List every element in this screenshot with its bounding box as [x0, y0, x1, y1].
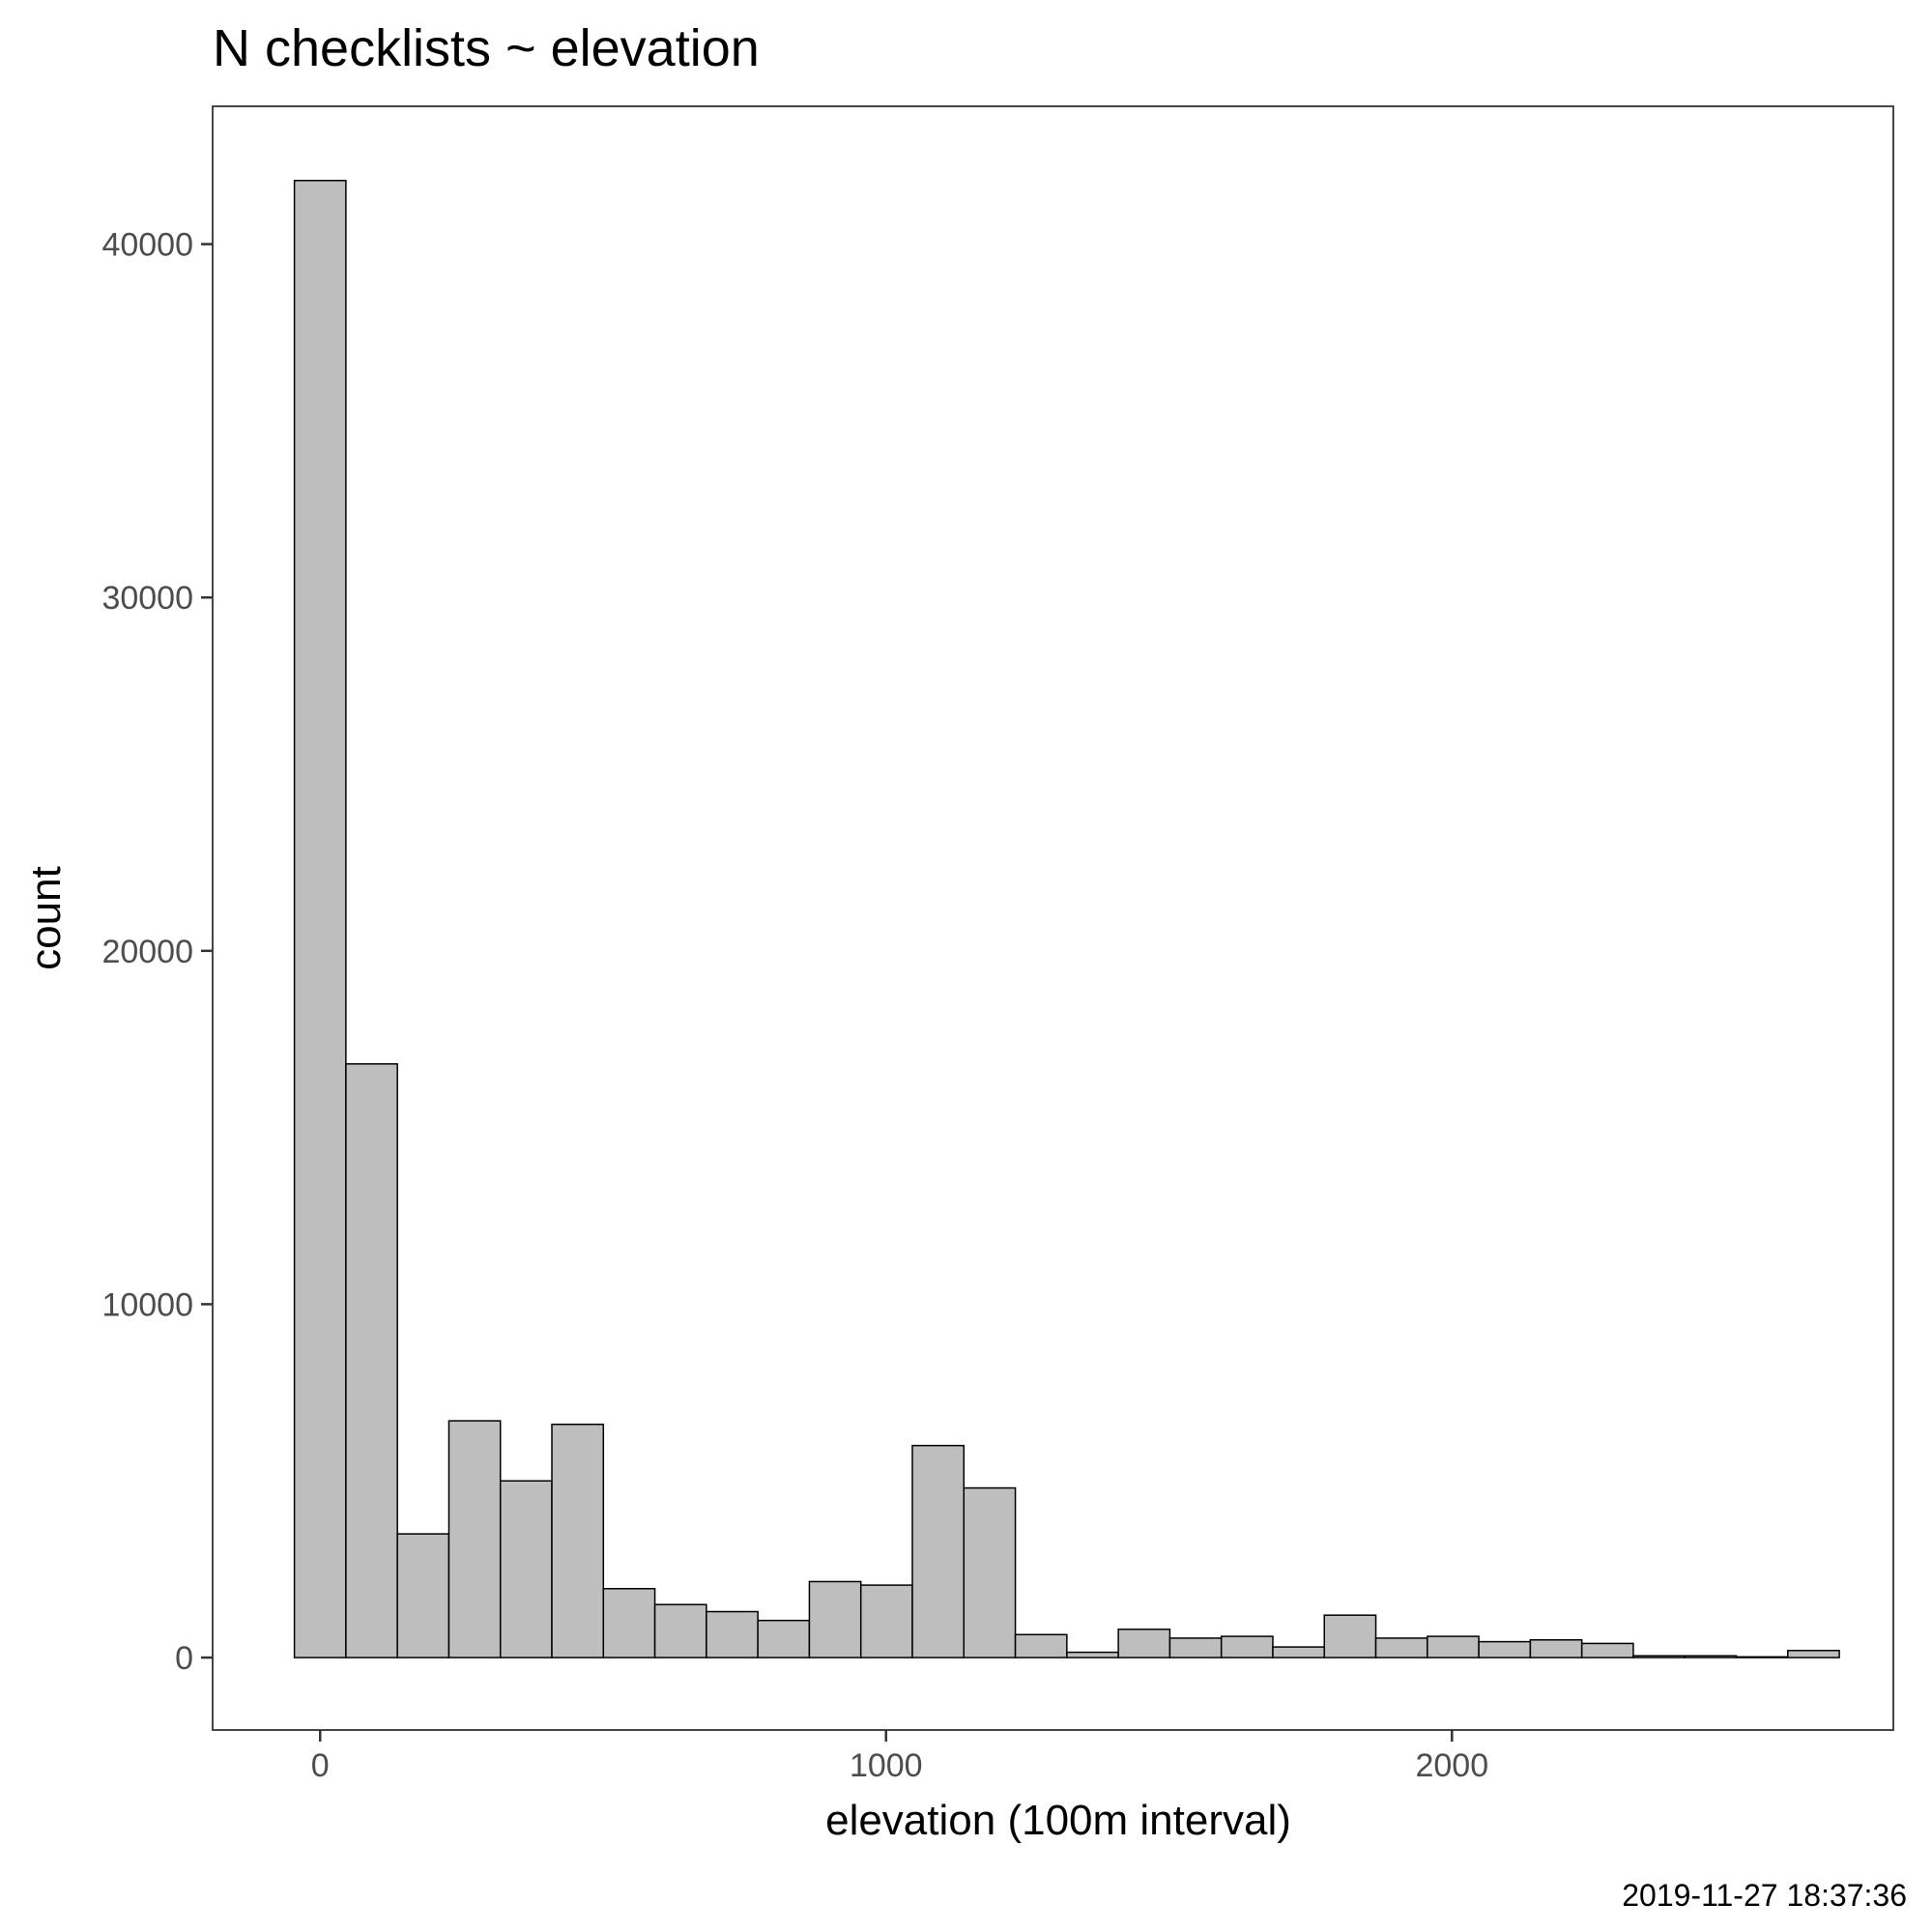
histogram-bar — [1478, 1640, 1532, 1658]
bars-group — [293, 180, 1840, 1658]
histogram-bar — [551, 1423, 605, 1658]
histogram-bar — [293, 180, 347, 1658]
x-axis-title: elevation (100m interval) — [825, 1797, 1291, 1844]
chart-title: N checklists ~ elevation — [213, 19, 760, 77]
histogram-bar — [1529, 1639, 1583, 1658]
y-tick-label: 20000 — [101, 934, 193, 970]
histogram-bar — [1427, 1635, 1480, 1658]
histogram-bar — [1684, 1655, 1738, 1658]
x-axis: 0 1000 2000 — [311, 1730, 1488, 1784]
histogram-bar — [447, 1420, 502, 1658]
histogram-bar — [1735, 1656, 1789, 1658]
histogram-bar — [1066, 1651, 1119, 1658]
histogram-bar — [757, 1619, 811, 1658]
y-tick-label: 0 — [175, 1640, 193, 1677]
histogram-bar — [1787, 1649, 1840, 1658]
x-tick-label: 0 — [311, 1747, 330, 1784]
histogram-bar — [859, 1584, 913, 1658]
histogram-bar — [1632, 1655, 1686, 1658]
histogram-bar — [499, 1480, 553, 1658]
y-tick-label: 40000 — [101, 227, 193, 264]
timestamp-caption: 2019-11-27 18:37:36 — [1622, 1878, 1907, 1913]
histogram-bar — [602, 1588, 656, 1658]
histogram-bar — [1220, 1635, 1274, 1658]
histogram-bar — [1272, 1646, 1326, 1658]
x-tick-label: 2000 — [1415, 1747, 1488, 1784]
histogram-bar — [808, 1580, 862, 1658]
histogram-bar — [963, 1486, 1017, 1658]
y-axis-title: count — [22, 866, 70, 970]
y-axis: 0 10000 20000 30000 40000 — [101, 227, 213, 1677]
plot-panel — [212, 105, 1894, 1731]
y-tick-label: 30000 — [101, 580, 193, 617]
histogram-bar — [1323, 1614, 1377, 1658]
histogram-bar — [653, 1603, 707, 1658]
x-tick-label: 1000 — [850, 1747, 923, 1784]
histogram-bar — [345, 1063, 398, 1658]
histogram-bar — [1014, 1633, 1068, 1658]
histogram-bar — [1117, 1629, 1171, 1658]
histogram-bar — [706, 1610, 759, 1658]
histogram-bar — [1374, 1637, 1428, 1658]
y-tick-label: 10000 — [101, 1286, 193, 1323]
histogram-bar — [1168, 1637, 1223, 1658]
histogram-bar — [1580, 1642, 1634, 1658]
histogram-bar — [911, 1444, 966, 1658]
histogram-bar — [396, 1533, 450, 1658]
